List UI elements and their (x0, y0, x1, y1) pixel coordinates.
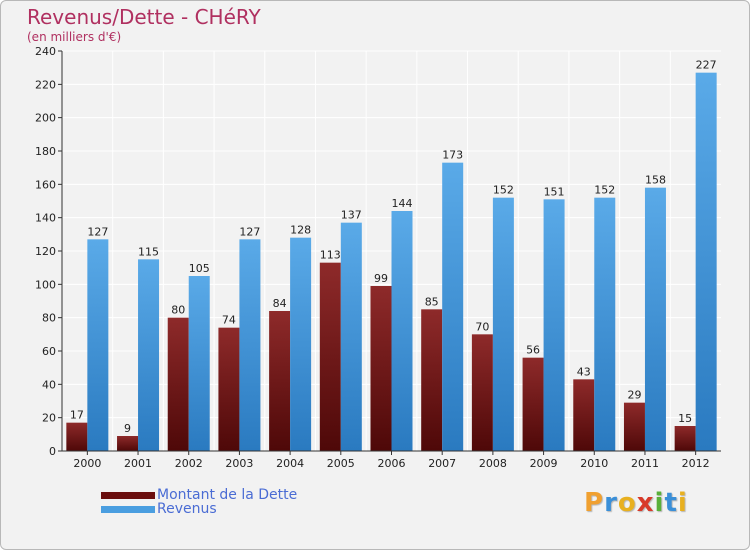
x-tick-label-2012: 2012 (682, 457, 710, 470)
legend-swatch-revenus (101, 505, 155, 513)
axis-layer: 0 20 40 60 80 100 120 140 160 180 200 220 240 2000 200… (35, 45, 721, 470)
bar-dette-2007 (421, 309, 443, 451)
bar-dette-2008 (471, 334, 493, 451)
value-label-revenus-2011: 158 (645, 174, 666, 187)
x-tick-label-2008: 2008 (479, 457, 507, 470)
bar-revenus-2012 (695, 72, 717, 452)
bar-dette-2003 (218, 327, 240, 451)
legend-item-revenus: Revenus (101, 501, 217, 517)
y-tick-label-160: 160 (35, 178, 56, 191)
logo-letter-6: i (677, 488, 688, 518)
bar-revenus-2002 (188, 276, 210, 451)
x-tick-label-2006: 2006 (378, 457, 406, 470)
bar-revenus-2000 (87, 239, 109, 451)
bar-dette-2004 (269, 311, 291, 451)
value-label-revenus-2001: 115 (138, 245, 159, 258)
bar-dette-2005 (319, 262, 341, 451)
bar-revenus-2011 (644, 187, 666, 451)
y-tick-label-120: 120 (35, 245, 56, 258)
value-label-dette-2009: 56 (526, 344, 540, 357)
value-label-dette-2003: 74 (222, 314, 236, 327)
logo-letter-5: t (664, 488, 678, 518)
value-label-dette-2002: 80 (171, 304, 185, 317)
x-tick-label-2000: 2000 (73, 457, 101, 470)
bar-layer (66, 72, 717, 452)
value-label-dette-2000: 17 (70, 409, 84, 422)
x-tick-label-2007: 2007 (428, 457, 456, 470)
value-label-revenus-2010: 152 (594, 184, 615, 197)
y-tick-label-40: 40 (42, 378, 56, 391)
logo-letter-2: o (617, 488, 637, 518)
y-tick-label-220: 220 (35, 78, 56, 91)
bar-dette-2011 (623, 402, 645, 451)
value-label-revenus-2008: 152 (493, 184, 514, 197)
bar-dette-2001 (117, 436, 139, 451)
value-label-revenus-2005: 137 (341, 209, 362, 222)
bar-revenus-2006 (391, 211, 413, 451)
chart-title: Revenus/Dette - CHéRY (27, 5, 261, 29)
x-tick-label-2002: 2002 (175, 457, 203, 470)
value-label-dette-2005: 113 (320, 249, 341, 262)
x-tick-label-2004: 2004 (276, 457, 304, 470)
value-label-dette-2006: 99 (374, 272, 388, 285)
y-tick-label-200: 200 (35, 112, 56, 125)
bar-dette-2000 (66, 422, 88, 451)
proxiti-logo: Proxiti (584, 488, 688, 518)
y-tick-label-20: 20 (42, 412, 56, 425)
logo-letter-4: i (654, 488, 665, 518)
value-label-dette-2012: 15 (678, 412, 692, 425)
y-tick-label-180: 180 (35, 145, 56, 158)
y-tick-label-0: 0 (49, 445, 56, 458)
legend-item-dette: Montant de la Dette (101, 487, 297, 503)
bar-revenus-2003 (239, 239, 261, 451)
logo-letter-0: P (584, 488, 605, 518)
y-tick-label-60: 60 (42, 345, 56, 358)
value-label-dette-2001: 9 (124, 422, 131, 435)
value-label-dette-2011: 29 (627, 389, 641, 402)
y-tick-label-240: 240 (35, 45, 56, 58)
value-label-dette-2010: 43 (577, 365, 591, 378)
legend-label-dette: Montant de la Dette (157, 487, 298, 503)
x-tick-label-2001: 2001 (124, 457, 152, 470)
x-tick-label-2003: 2003 (225, 457, 253, 470)
value-label-dette-2008: 70 (475, 320, 489, 333)
logo-letter-1: r (604, 488, 618, 518)
bar-dette-2012 (674, 426, 696, 451)
legend-swatch-dette (101, 491, 155, 499)
bar-dette-2006 (370, 286, 392, 451)
y-tick-label-80: 80 (42, 312, 56, 325)
y-tick-label-140: 140 (35, 212, 56, 225)
value-label-revenus-2012: 227 (696, 59, 717, 72)
bar-revenus-2008 (492, 197, 514, 451)
bar-dette-2002 (167, 317, 189, 451)
value-label-revenus-2002: 105 (189, 262, 210, 275)
value-label-dette-2004: 84 (273, 297, 287, 310)
x-tick-label-2009: 2009 (530, 457, 558, 470)
value-label-revenus-2007: 173 (442, 149, 463, 162)
bar-revenus-2005 (340, 222, 362, 451)
bar-revenus-2001 (138, 259, 160, 451)
x-tick-label-2005: 2005 (327, 457, 355, 470)
bar-revenus-2004 (290, 237, 312, 451)
logo-letter-3: x (636, 488, 655, 518)
label-layer: 17 127 9 115 80 105 74 127 84 128 113 137 99 144 85 173… (70, 59, 717, 435)
legend-label-revenus: Revenus (157, 501, 217, 517)
value-label-dette-2007: 85 (425, 295, 439, 308)
value-label-revenus-2004: 128 (290, 224, 311, 237)
value-label-revenus-2006: 144 (392, 197, 413, 210)
bar-revenus-2007 (442, 162, 464, 451)
bar-dette-2010 (573, 379, 595, 451)
bar-dette-2009 (522, 357, 544, 451)
x-tick-label-2011: 2011 (631, 457, 659, 470)
value-label-revenus-2003: 127 (239, 225, 260, 238)
x-tick-label-2010: 2010 (580, 457, 608, 470)
value-label-revenus-2000: 127 (87, 225, 108, 238)
chart-subtitle: (en milliers d'€) (27, 30, 122, 44)
y-tick-label-100: 100 (35, 278, 56, 291)
bar-revenus-2009 (543, 199, 565, 451)
bar-revenus-2010 (594, 197, 616, 451)
value-label-revenus-2009: 151 (544, 185, 565, 198)
